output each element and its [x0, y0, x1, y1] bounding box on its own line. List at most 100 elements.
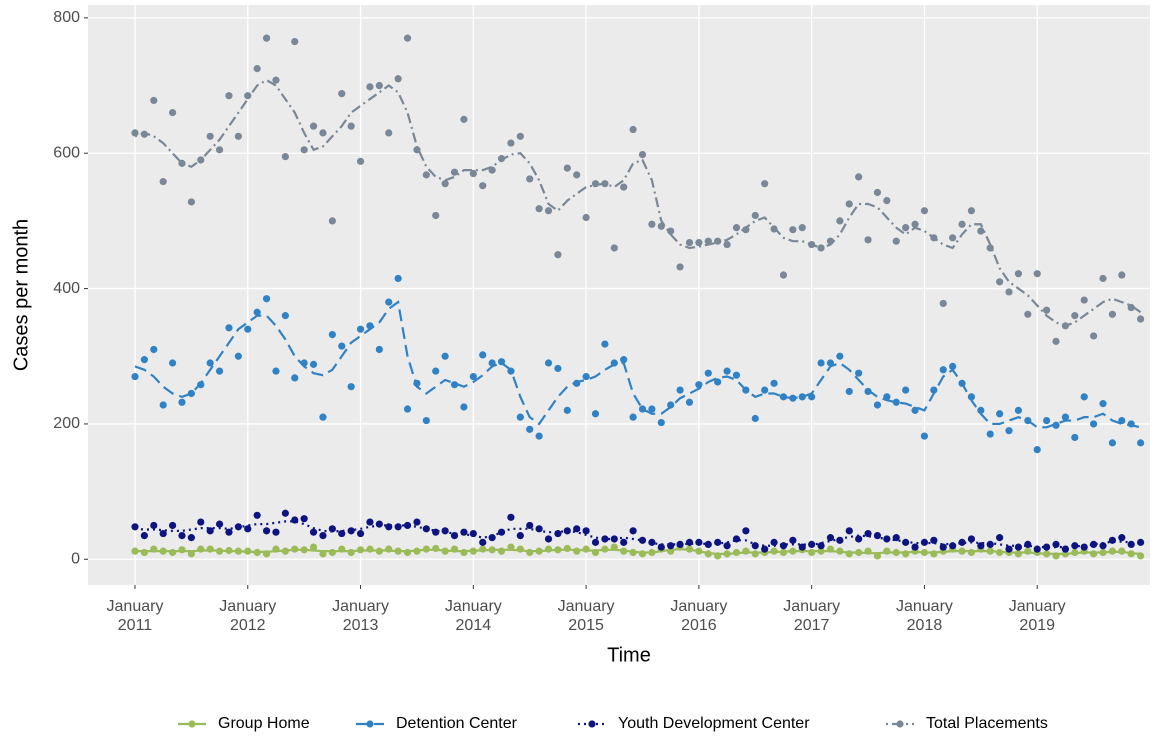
point [892, 548, 900, 557]
point [873, 401, 882, 409]
point [403, 34, 412, 42]
point [1024, 547, 1032, 555]
point [450, 168, 459, 176]
point [1052, 421, 1060, 429]
point [507, 513, 515, 521]
point [563, 544, 571, 553]
point [892, 534, 900, 542]
point [563, 164, 571, 172]
point [751, 211, 759, 220]
point [704, 540, 712, 548]
point [930, 536, 938, 544]
point [1090, 540, 1098, 548]
point [554, 251, 562, 259]
point [779, 271, 788, 279]
point [507, 543, 515, 551]
point [497, 358, 506, 366]
point [535, 432, 543, 440]
point [911, 220, 919, 228]
point [836, 217, 844, 225]
point [1108, 547, 1117, 555]
point [996, 278, 1004, 286]
point [244, 547, 252, 555]
y-tick-label: 200 [53, 415, 80, 432]
point [319, 531, 327, 540]
point [986, 244, 994, 252]
point [225, 528, 233, 536]
point [808, 540, 816, 548]
point [949, 234, 957, 242]
point [1090, 332, 1098, 340]
point [413, 547, 421, 555]
point [601, 180, 609, 188]
point [338, 342, 346, 350]
point [535, 547, 543, 555]
point [244, 325, 252, 333]
point [413, 379, 421, 387]
point [892, 237, 900, 245]
point [1043, 416, 1051, 425]
legend-key-point [588, 720, 596, 728]
point [422, 525, 430, 533]
point [479, 182, 487, 190]
point [497, 547, 506, 555]
point [1014, 543, 1023, 551]
point [582, 545, 590, 553]
point [798, 543, 806, 551]
point [497, 155, 506, 163]
point [422, 545, 430, 553]
point [845, 387, 853, 396]
point [826, 237, 835, 245]
point [723, 542, 731, 550]
point [1033, 545, 1041, 553]
point [620, 538, 628, 546]
point [883, 393, 891, 401]
point [1052, 540, 1060, 548]
point [826, 534, 835, 542]
point [573, 547, 581, 555]
point [1071, 312, 1079, 320]
point [817, 359, 825, 367]
point [1118, 534, 1126, 542]
point [526, 425, 534, 433]
point [516, 531, 524, 540]
point [695, 547, 703, 555]
point [573, 171, 581, 179]
point [338, 529, 346, 538]
point [544, 535, 553, 543]
point [1071, 542, 1079, 550]
point [977, 406, 985, 414]
point [723, 240, 731, 249]
point [836, 547, 844, 555]
point [225, 546, 233, 555]
point [855, 173, 863, 181]
point [1052, 337, 1060, 345]
point [291, 545, 299, 553]
point [544, 207, 553, 215]
point [385, 129, 393, 137]
point [742, 386, 750, 394]
point [714, 378, 722, 386]
point [761, 386, 769, 394]
point [629, 527, 637, 535]
point [1005, 288, 1013, 296]
point [742, 547, 750, 555]
point [920, 432, 929, 440]
point [967, 393, 976, 401]
point [591, 410, 600, 418]
point [309, 360, 318, 368]
point [234, 547, 242, 555]
point [638, 536, 647, 544]
point [197, 518, 205, 526]
x-axis-title: Time [607, 644, 651, 666]
point [291, 37, 299, 46]
point [356, 157, 365, 165]
point [638, 550, 647, 558]
point [460, 403, 468, 411]
point [601, 545, 609, 553]
point [432, 544, 440, 553]
point [892, 398, 900, 406]
trend-line [134, 78, 1142, 327]
